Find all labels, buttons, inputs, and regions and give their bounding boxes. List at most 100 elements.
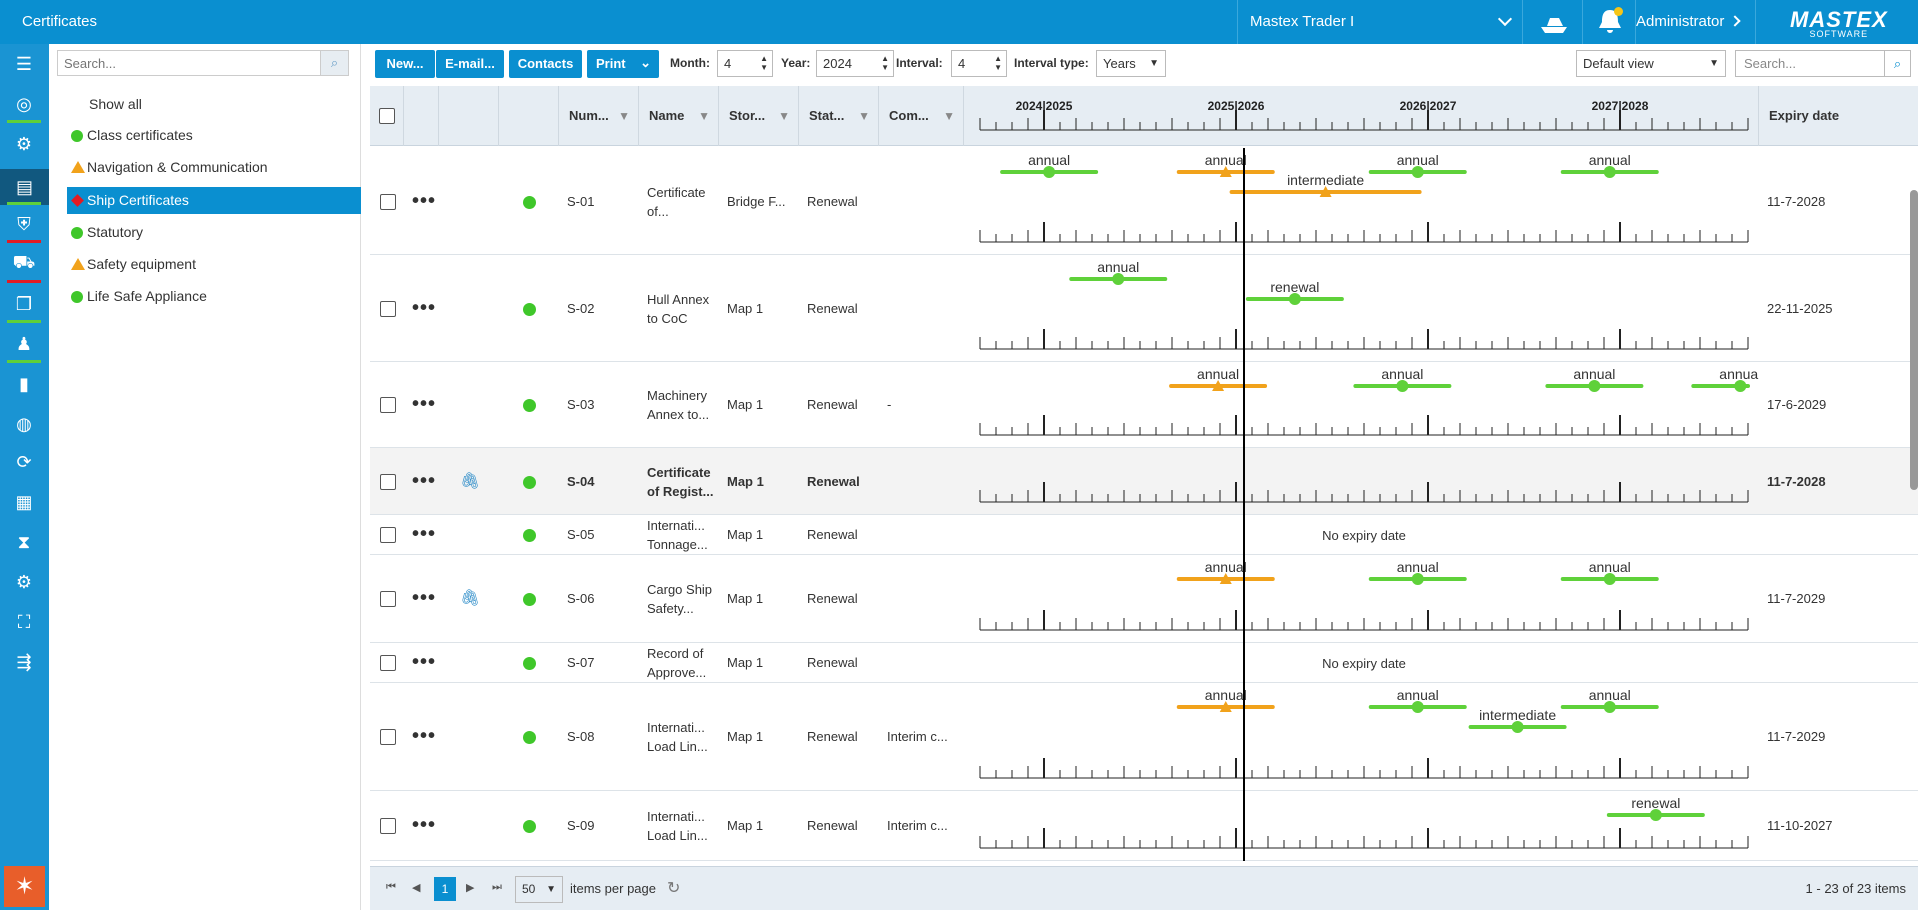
event-marker-icon[interactable] xyxy=(1603,573,1616,585)
more-actions-icon[interactable]: ••• xyxy=(412,296,437,319)
notifications-button[interactable] xyxy=(1584,0,1636,44)
view-select[interactable]: Default view ▼ xyxy=(1576,50,1726,77)
first-page-icon[interactable]: ⏮ xyxy=(386,881,396,893)
shield-icon[interactable]: ⛨ xyxy=(17,213,31,234)
target-icon[interactable]: ◎ xyxy=(16,93,32,114)
tree-item[interactable]: Statutory xyxy=(67,219,361,246)
user-menu[interactable]: Administrator xyxy=(1636,0,1756,44)
row-checkbox[interactable] xyxy=(380,655,396,671)
new-button[interactable]: New... xyxy=(375,50,435,78)
sync-icon[interactable]: ⟳ xyxy=(16,451,32,472)
event-marker-icon[interactable] xyxy=(1511,721,1524,733)
column-name[interactable]: Name ▼ xyxy=(639,86,719,146)
spin-arrows-icon[interactable]: ▲ ▼ xyxy=(994,54,1002,72)
table-row[interactable]: ••• 🖇 S-06 Cargo Ship Safety... Map 1 Renewal 1… xyxy=(370,555,1918,643)
table-row[interactable]: ••• S-05 Internati... Tonnage... Map 1 Renewa… xyxy=(370,515,1918,555)
hourglass-icon[interactable]: ⧗ xyxy=(17,531,31,552)
event-marker-icon[interactable] xyxy=(1043,166,1056,178)
row-checkbox[interactable] xyxy=(380,729,396,745)
menu-icon[interactable]: ☰ xyxy=(15,53,33,74)
event-marker-icon[interactable] xyxy=(1734,380,1747,392)
event-marker-icon[interactable] xyxy=(1603,166,1616,178)
row-checkbox[interactable] xyxy=(380,527,396,543)
table-row[interactable]: ••• 🖇 S-04 Certificate of Regist... Map 1 Rene… xyxy=(370,448,1918,515)
more-actions-icon[interactable]: ••• xyxy=(412,393,437,415)
attachment-icon[interactable]: 🖇 xyxy=(460,590,481,607)
globe-icon[interactable]: ◍ xyxy=(16,413,32,434)
due-triangle-icon[interactable] xyxy=(1219,701,1232,712)
table-row[interactable]: ••• S-03 Machinery Annex to... Map 1 Renewal -… xyxy=(370,362,1918,448)
calendar-icon[interactable]: ▦ xyxy=(15,491,33,512)
table-row[interactable]: ••• S-02 Hull Annex to CoC Map 1 Renewal 22-11… xyxy=(370,255,1918,362)
event-marker-icon[interactable] xyxy=(1288,293,1301,305)
column-expiry[interactable]: Expiry date xyxy=(1769,108,1840,123)
prev-page-icon[interactable]: ◀ xyxy=(412,882,421,894)
spin-arrows-icon[interactable]: ▲ ▼ xyxy=(881,54,889,72)
interval-stepper[interactable]: 4 ▲ ▼ xyxy=(951,50,1007,77)
due-triangle-icon[interactable] xyxy=(1219,573,1232,584)
tree-item[interactable]: Ship Certificates xyxy=(67,187,361,214)
stopwatch-icon[interactable]: ▮ xyxy=(19,373,29,394)
filter-icon[interactable]: ▼ xyxy=(698,109,710,123)
table-row[interactable]: ••• S-07 Record of Approve... Map 1 Renewal No… xyxy=(370,643,1918,683)
last-page-icon[interactable]: ⏭ xyxy=(492,881,502,893)
event-marker-icon[interactable] xyxy=(1411,166,1424,178)
tree-item[interactable]: Show all xyxy=(67,91,361,118)
ship-button[interactable] xyxy=(1525,0,1583,44)
more-actions-icon[interactable]: ••• xyxy=(412,189,437,212)
tree-item[interactable]: Safety equipment xyxy=(67,251,361,278)
more-actions-icon[interactable]: ••• xyxy=(412,587,437,609)
tree-item[interactable]: Navigation & Communication xyxy=(67,154,361,181)
row-checkbox[interactable] xyxy=(380,473,396,490)
vessel-selector[interactable]: Mastex Trader I xyxy=(1237,0,1523,44)
month-stepper[interactable]: 4 ▲ ▼ xyxy=(717,50,773,77)
filter-icon[interactable]: ▼ xyxy=(943,109,955,123)
next-page-icon[interactable]: ▶ xyxy=(466,882,475,894)
fullscreen-icon[interactable]: ⛶ xyxy=(17,611,31,632)
filter-icon[interactable]: ▼ xyxy=(778,109,790,123)
grid-search-input[interactable]: Search... xyxy=(1744,56,1797,71)
due-triangle-icon[interactable] xyxy=(1319,186,1332,197)
email-button[interactable]: E-mail... xyxy=(436,50,504,78)
tree-item[interactable]: Life Safe Appliance xyxy=(67,283,361,310)
row-checkbox[interactable] xyxy=(380,397,396,413)
files-icon[interactable]: ❐ xyxy=(15,293,33,314)
table-row[interactable]: ••• S-08 Internati... Load Lin... Map 1 Renew… xyxy=(370,683,1918,791)
settings-box-icon[interactable]: ⚙ xyxy=(15,133,33,154)
row-checkbox[interactable] xyxy=(380,818,396,834)
cart-icon[interactable]: ⛟ xyxy=(12,252,36,272)
search-icon[interactable]: ⌕ xyxy=(1884,51,1910,76)
filter-icon[interactable]: ▼ xyxy=(858,109,870,123)
tree-search-input[interactable] xyxy=(58,51,322,75)
due-triangle-icon[interactable] xyxy=(1212,380,1225,391)
sort-icon[interactable]: ⇶ xyxy=(16,651,32,672)
event-marker-icon[interactable] xyxy=(1588,380,1601,392)
event-marker-icon[interactable] xyxy=(1396,380,1409,392)
page-size-select[interactable]: 50 ▼ xyxy=(515,876,563,903)
crew-icon[interactable]: ♟ xyxy=(15,333,33,354)
select-all-checkbox[interactable] xyxy=(379,108,395,124)
column-storage[interactable]: Stor... ▼ xyxy=(719,86,799,146)
documents-icon[interactable]: ▤ xyxy=(0,169,49,205)
column-comment[interactable]: Com... ▼ xyxy=(879,86,964,146)
row-checkbox[interactable] xyxy=(380,591,396,607)
interval-type-select[interactable]: Years ▼ xyxy=(1096,50,1166,77)
vertical-scrollbar[interactable] xyxy=(1910,190,1918,490)
refresh-icon[interactable]: ↻ xyxy=(667,880,681,897)
more-actions-icon[interactable]: ••• xyxy=(412,814,437,836)
more-actions-icon[interactable]: ••• xyxy=(412,469,437,492)
column-number[interactable]: Num... ▼ xyxy=(559,86,639,146)
row-checkbox[interactable] xyxy=(380,300,396,317)
filter-icon[interactable]: ▼ xyxy=(618,109,630,123)
current-page[interactable]: 1 xyxy=(434,877,456,901)
contacts-button[interactable]: Contacts xyxy=(509,50,582,78)
table-row[interactable]: ••• S-01 Certificate of... Bridge F... Renewa… xyxy=(370,148,1918,255)
event-marker-icon[interactable] xyxy=(1112,273,1125,285)
spin-arrows-icon[interactable]: ▲ ▼ xyxy=(760,54,768,72)
event-marker-icon[interactable] xyxy=(1411,701,1424,713)
row-checkbox[interactable] xyxy=(380,193,396,210)
more-actions-icon[interactable]: ••• xyxy=(412,523,437,545)
event-marker-icon[interactable] xyxy=(1649,809,1662,821)
print-button[interactable]: Print ⌄ xyxy=(587,50,659,78)
due-triangle-icon[interactable] xyxy=(1219,166,1232,177)
